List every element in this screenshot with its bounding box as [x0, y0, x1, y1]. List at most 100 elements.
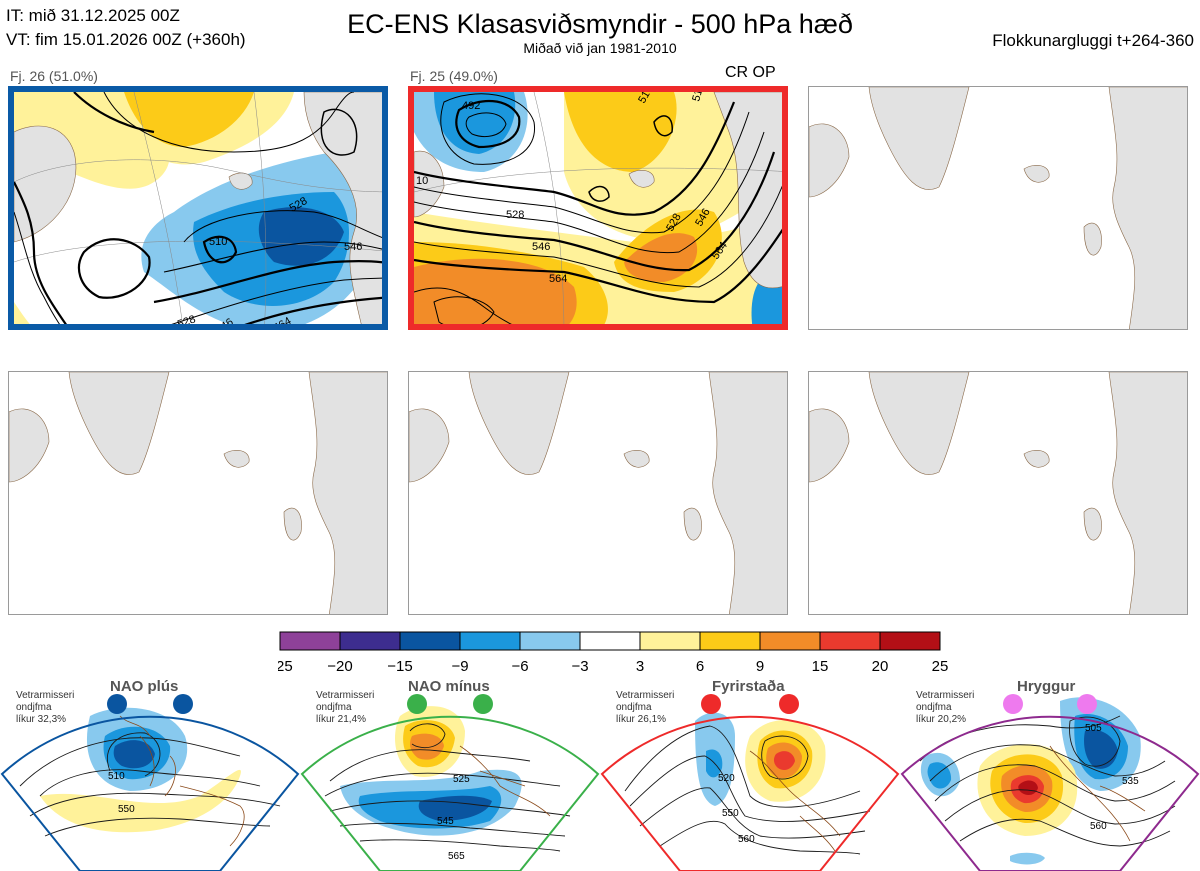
regime-dot	[407, 694, 427, 714]
graticule	[14, 240, 382, 263]
regime-stat-line: ondjfma	[316, 702, 352, 713]
height-contour	[359, 839, 561, 852]
height-contour	[414, 111, 750, 234]
contour-label: 550	[118, 804, 135, 815]
height-contour	[624, 725, 861, 808]
land-europe	[303, 92, 382, 324]
contour-label: 560	[1090, 821, 1107, 832]
colorbar-tick-label: −25	[278, 658, 293, 675]
regime-nao-minus: 525 545 565 NAO mínus Vetrarmisseri ondj…	[300, 676, 600, 871]
height-contour	[934, 764, 1176, 802]
land-iceland	[223, 449, 250, 468]
height-contour	[324, 772, 561, 797]
contour-label: 546	[532, 241, 550, 253]
height-contour	[659, 820, 861, 855]
anomaly-positive	[40, 769, 241, 833]
regime-stats: Vetrarmisseri ondjfma líkur 26,1%	[616, 690, 674, 726]
coastline	[459, 745, 551, 817]
height-contour	[339, 822, 566, 837]
contour-label: 510	[690, 92, 706, 103]
regime-stat-line: Vetrarmisseri	[16, 690, 75, 701]
regime-map-blocking: 520 550 560	[600, 694, 900, 871]
height-contour	[44, 817, 271, 837]
cluster-map-panel-1[interactable]: 510 528 546 564 528 546	[8, 86, 388, 330]
land-europe	[1108, 87, 1187, 329]
height-contour	[929, 744, 1166, 782]
land-iceland	[1023, 164, 1050, 183]
height-contour	[163, 241, 382, 273]
height-contour	[171, 277, 382, 324]
basemap-6	[809, 372, 1187, 614]
contour-label: 528	[176, 313, 197, 330]
contour-label: 560	[738, 834, 755, 845]
cluster-map-panel-5[interactable]	[408, 371, 788, 615]
regime-stat-line: líkur 26,1%	[616, 714, 667, 725]
height-contour	[329, 749, 531, 782]
panel-1-label: Fj. 26 (51.0%)	[10, 68, 98, 84]
height-contour	[414, 151, 776, 272]
regime-border	[300, 715, 600, 871]
anomaly-negative-strong	[418, 795, 492, 821]
height-contour	[19, 737, 241, 787]
regime-dot	[173, 694, 193, 714]
colorbar-tick-label: 6	[696, 658, 704, 675]
anomaly-negative-strong	[1084, 729, 1118, 769]
cluster-map-panel-3[interactable]	[808, 86, 1188, 330]
height-contour	[414, 287, 512, 324]
height-contour	[414, 228, 782, 304]
height-contour	[183, 210, 382, 243]
cluster-map-panel-6[interactable]	[808, 371, 1188, 615]
regime-stat-line: Vetrarmisseri	[616, 690, 675, 701]
regime-nao-plus: 510 550 NAO plús Vetrarmisseri ondjfma l…	[0, 676, 300, 871]
graticule	[133, 92, 183, 324]
regime-border	[900, 715, 1200, 871]
height-contour	[433, 296, 495, 324]
regime-dot	[473, 694, 493, 714]
height-contour	[202, 235, 238, 264]
height-contour	[103, 92, 355, 153]
contour-label: 545	[437, 816, 454, 827]
panel-2-tag: CR OP	[725, 64, 776, 81]
regime-name: NAO plús	[110, 678, 179, 695]
height-contour	[761, 735, 809, 780]
regime-stat-line: Vetrarmisseri	[316, 690, 375, 701]
anomaly-negative-strong	[113, 740, 155, 769]
anomaly-positive-max	[1018, 780, 1038, 796]
regime-stat-line: ondjfma	[16, 702, 52, 713]
regime-dot	[1003, 694, 1023, 714]
coastline	[179, 785, 245, 847]
height-contour	[329, 800, 571, 817]
classification-window: Flokkunargluggi t+264-360	[992, 31, 1194, 50]
colorbar-swatch	[459, 631, 521, 651]
regime-border	[0, 715, 300, 871]
contour-label: 535	[1122, 776, 1139, 787]
regime-name: NAO mínus	[408, 678, 490, 695]
height-contour	[959, 818, 1171, 847]
contour-label: 564	[549, 273, 567, 285]
height-contour	[653, 115, 673, 137]
regime-stat-line: líkur 21,4%	[316, 714, 367, 725]
colorbar-tick-label: −3	[571, 658, 588, 675]
anomaly-negative-medium	[434, 92, 516, 154]
land-greenland	[868, 87, 970, 190]
colorbar-swatch	[759, 631, 821, 651]
cluster-map-panel-4[interactable]	[8, 371, 388, 615]
height-contour	[107, 732, 161, 777]
land-iceland	[228, 172, 253, 190]
colorbar-tick-label: 3	[636, 658, 644, 675]
colorbar-tick-label: −15	[387, 658, 412, 675]
panel-2-label: Fj. 25 (49.0%)	[410, 68, 498, 84]
land-europe	[708, 372, 787, 614]
graticule	[533, 92, 565, 324]
land-britain	[683, 507, 702, 541]
height-contour	[455, 99, 521, 149]
land-greenland	[414, 150, 445, 218]
cluster-map-panel-2[interactable]: 492 510 510 528 546 564 528 546 564 10	[408, 86, 788, 330]
regime-stat-line: ondjfma	[916, 702, 952, 713]
colorbar: −25 −20 −15 −9 −6 −3 3 6 9 15 20 25	[278, 631, 948, 675]
height-contour	[320, 108, 358, 156]
land-iceland	[1023, 449, 1050, 468]
anomaly-negative-strong	[258, 207, 344, 266]
regime-map-nao-plus: 510 550	[0, 694, 300, 871]
height-contour	[29, 792, 281, 817]
